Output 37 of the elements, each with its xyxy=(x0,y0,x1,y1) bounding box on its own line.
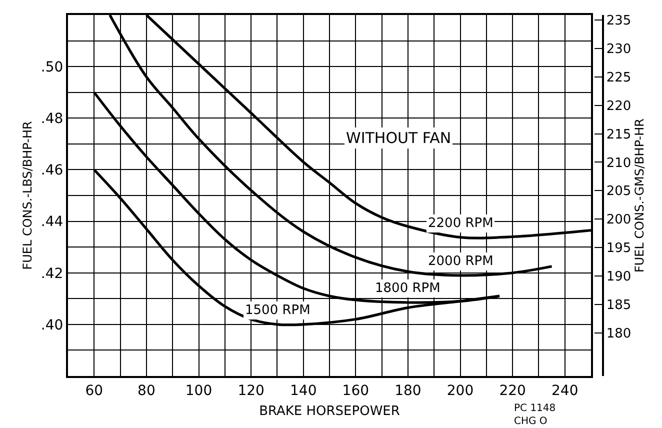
y2-tick-label: 210 xyxy=(606,156,632,171)
y-tick-label: .48 xyxy=(40,111,64,128)
y2-axis-title: FUEL CONS.-GMS/BHP-HR xyxy=(632,118,647,273)
y-tick-label: .50 xyxy=(40,59,64,76)
y2-tick-label: 230 xyxy=(606,42,632,58)
series-label: 1800 RPM xyxy=(375,281,440,296)
y2-tick-label: 185 xyxy=(606,298,632,313)
y-tick-label: .46 xyxy=(40,162,64,179)
x-tick-label: 120 xyxy=(238,382,264,399)
x-tick-label: 60 xyxy=(85,382,104,399)
y2-tick-label: 220 xyxy=(606,98,632,114)
y2-tick-label: 180 xyxy=(606,326,632,342)
text: PC 1148 CHG O xyxy=(514,403,556,427)
x-tick-label: 140 xyxy=(290,382,317,399)
x-tick-label: 160 xyxy=(342,382,370,399)
y2-tick-label: 195 xyxy=(606,241,632,256)
y2-tick-label: 205 xyxy=(606,184,632,200)
x-tick-label: 200 xyxy=(446,382,474,399)
y2-tick-label: 225 xyxy=(606,70,632,86)
annotation: WITHOUT FAN xyxy=(346,129,452,147)
series-label: 1500 RPM xyxy=(245,303,310,318)
x-axis-title: BRAKE HORSEPOWER xyxy=(259,404,400,419)
series-label: 2000 RPM xyxy=(428,254,494,269)
y2-tick-label: 200 xyxy=(606,212,632,228)
y-tick-label: .44 xyxy=(40,214,64,230)
x-tick-label: 80 xyxy=(138,382,156,399)
y-tick-label: .40 xyxy=(40,317,64,334)
x-tick-label: 240 xyxy=(552,382,578,399)
y2-tick-label: 190 xyxy=(606,269,632,284)
x-tick-label: 100 xyxy=(185,382,212,399)
y2-tick-label: 215 xyxy=(606,127,632,142)
x-tick-label: 180 xyxy=(394,382,422,399)
y-axis-title: FUEL CONS.-LBS/BHP-HR xyxy=(20,121,35,270)
x-tick-label: 220 xyxy=(499,382,526,399)
y-tick-label: .42 xyxy=(40,266,64,282)
y2-tick-label: 235 xyxy=(606,14,632,29)
series-label: 2200 RPM xyxy=(428,216,494,231)
